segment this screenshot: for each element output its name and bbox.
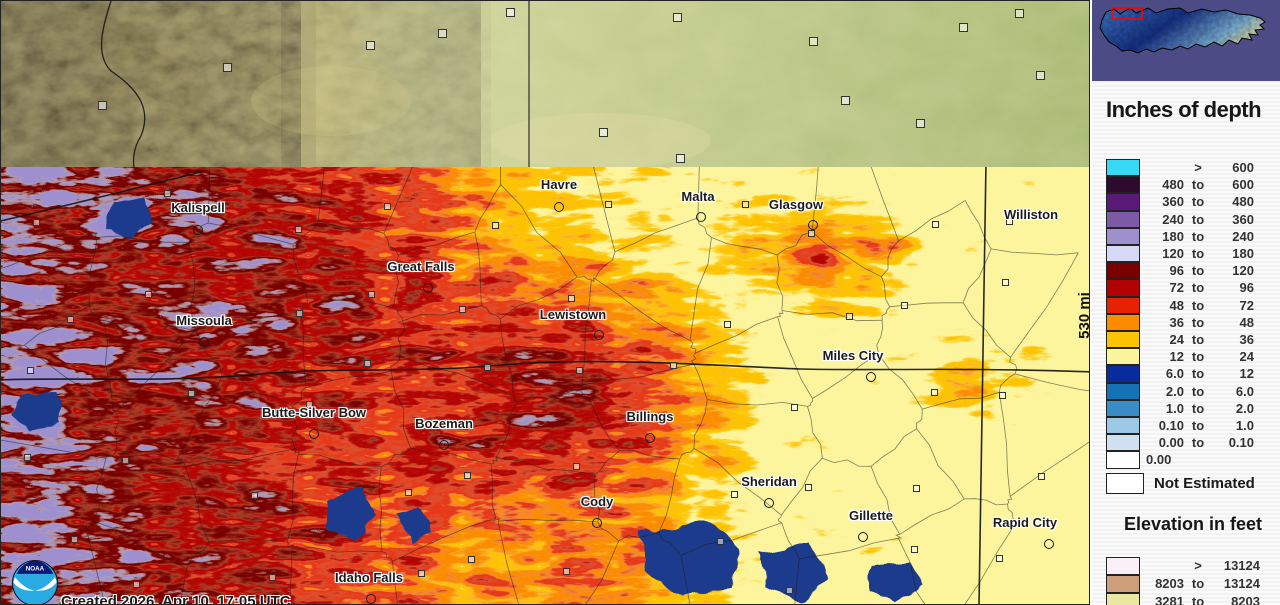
svg-text:NOAA: NOAA xyxy=(26,566,45,573)
